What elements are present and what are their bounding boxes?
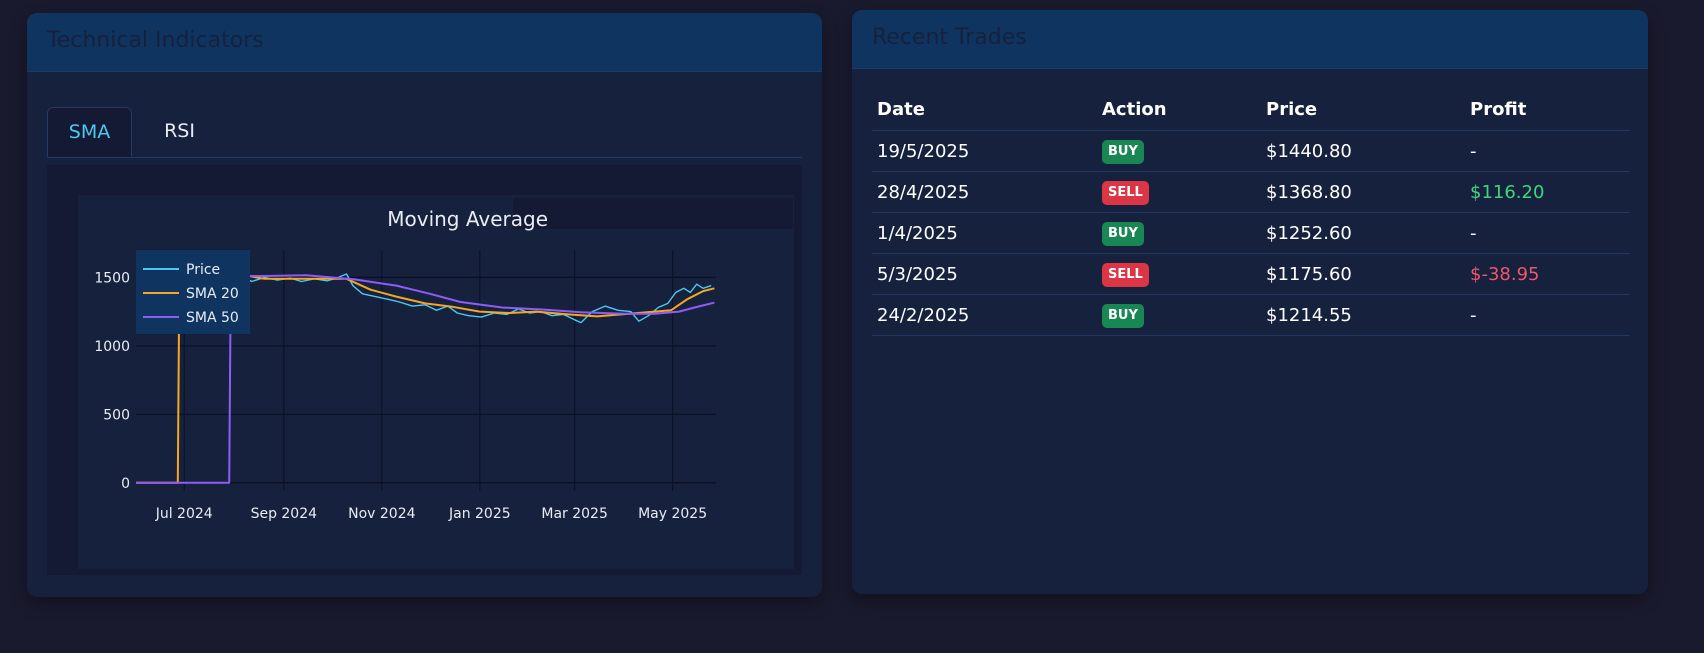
technical-indicators-card: Technical Indicators SMA RSI Moving Aver…	[27, 13, 822, 597]
x-tick-label: May 2025	[638, 506, 707, 522]
x-tick-label: Mar 2025	[541, 506, 608, 522]
x-tick-label: Nov 2024	[348, 506, 415, 522]
table-row: 28/4/2025 SELL $1368.80 $116.20	[872, 171, 1630, 213]
y-tick-label: 0	[121, 476, 130, 492]
trade-action-cell: SELL	[1097, 253, 1261, 295]
tab-rsi[interactable]: RSI	[164, 120, 195, 142]
trade-date: 19/5/2025	[872, 130, 1097, 172]
trade-price: $1214.55	[1261, 294, 1465, 336]
card-title: Technical Indicators	[47, 28, 264, 53]
table-row: 24/2/2025 BUY $1214.55 -	[872, 294, 1630, 336]
trade-date: 1/4/2025	[872, 212, 1097, 254]
trade-date: 28/4/2025	[872, 171, 1097, 213]
moving-average-chart[interactable]: Moving Average 0 500 1000 1500 Jul 2024 Sep 2…	[78, 195, 794, 569]
trade-price: $1368.80	[1261, 171, 1465, 213]
chart-container: Moving Average 0 500 1000 1500 Jul 2024 Sep 2…	[47, 165, 802, 575]
trade-price: $1440.80	[1261, 130, 1465, 172]
trade-action-cell: BUY	[1097, 294, 1261, 336]
indicator-tabs: SMA RSI	[47, 93, 802, 158]
card-title: Recent Trades	[872, 25, 1027, 50]
legend-item-sma-20[interactable]: SMA 20	[186, 286, 239, 302]
trade-profit: $-38.95	[1465, 253, 1630, 295]
table-row: 5/3/2025 SELL $1175.60 $-38.95	[872, 253, 1630, 295]
buy-badge: BUY	[1102, 139, 1144, 164]
trade-profit: $116.20	[1465, 171, 1630, 213]
trade-action-cell: BUY	[1097, 130, 1261, 172]
column-header-date: Date	[872, 88, 1097, 131]
sell-badge: SELL	[1102, 262, 1149, 287]
trade-date: 5/3/2025	[872, 253, 1097, 295]
chart-svg[interactable]: 0 500 1000 1500 Jul 2024 Sep 2024 Nov 2024 Jan …	[78, 195, 794, 569]
trade-action-cell: BUY	[1097, 212, 1261, 254]
trades-table: Date Action Price Profit 19/5/2025 BUY $…	[872, 88, 1630, 336]
chart-modebar	[513, 198, 793, 229]
legend-item-sma-50[interactable]: SMA 50	[186, 310, 239, 326]
trade-profit: -	[1465, 212, 1630, 254]
table-row: 19/5/2025 BUY $1440.80 -	[872, 130, 1630, 172]
column-header-action: Action	[1097, 88, 1261, 131]
x-tick-label: Sep 2024	[251, 506, 318, 522]
tab-sma[interactable]: SMA	[47, 107, 132, 157]
series-line-sma-50[interactable]	[136, 274, 715, 484]
x-tick-label: Jul 2024	[155, 506, 213, 522]
trade-action-cell: SELL	[1097, 171, 1261, 213]
trade-profit: -	[1465, 130, 1630, 172]
column-header-price: Price	[1261, 88, 1465, 131]
y-tick-label: 500	[103, 407, 130, 423]
buy-badge: BUY	[1102, 303, 1144, 328]
sell-badge: SELL	[1102, 180, 1149, 205]
chart-title: Moving Average	[387, 207, 548, 231]
recent-trades-card: Recent Trades Date Action Price Profit 1…	[852, 10, 1648, 594]
buy-badge: BUY	[1102, 221, 1144, 246]
trade-date: 24/2/2025	[872, 294, 1097, 336]
card-header: Technical Indicators	[27, 13, 822, 72]
trade-price: $1252.60	[1261, 212, 1465, 254]
column-header-profit: Profit	[1465, 88, 1630, 131]
trade-profit: -	[1465, 294, 1630, 336]
table-header-row: Date Action Price Profit	[872, 88, 1630, 131]
y-tick-label: 1000	[94, 339, 130, 355]
legend-item-price[interactable]: Price	[186, 262, 220, 278]
card-header: Recent Trades	[852, 10, 1648, 69]
x-tick-label: Jan 2025	[448, 506, 511, 522]
trade-price: $1175.60	[1261, 253, 1465, 295]
y-tick-label: 1500	[94, 270, 130, 286]
table-row: 1/4/2025 BUY $1252.60 -	[872, 212, 1630, 254]
